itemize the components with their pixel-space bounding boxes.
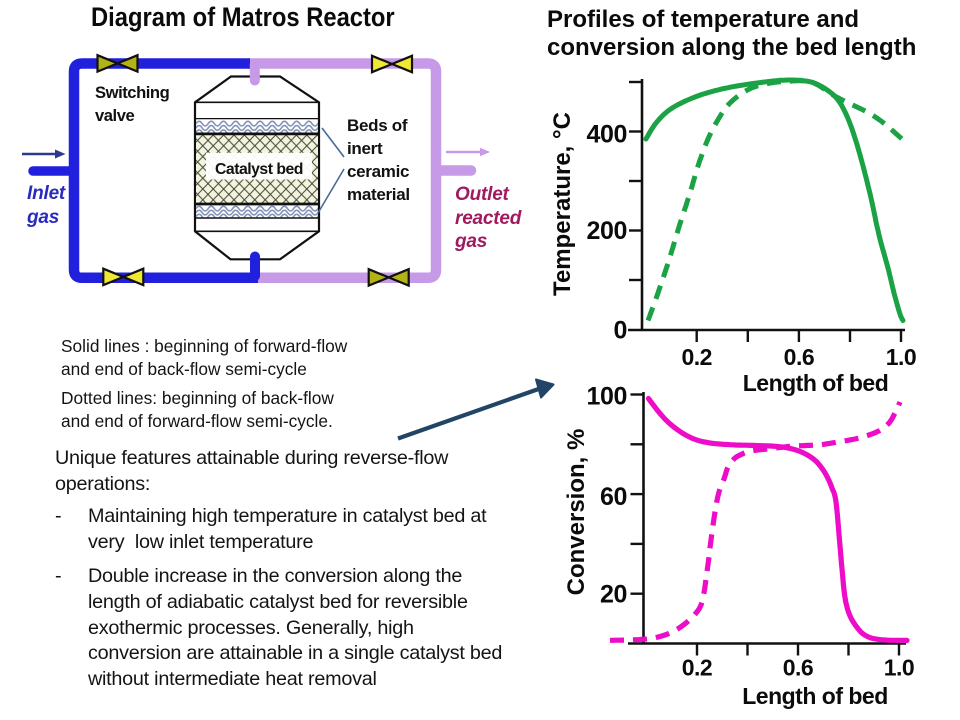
- svg-text:0: 0: [613, 317, 627, 345]
- svg-text:1.0: 1.0: [886, 344, 916, 370]
- svg-text:60: 60: [600, 483, 627, 511]
- svg-text:200: 200: [586, 217, 627, 245]
- svg-text:Length of bed: Length of bed: [742, 683, 888, 709]
- svg-text:0.6: 0.6: [783, 655, 813, 681]
- svg-text:0.2: 0.2: [682, 655, 712, 681]
- svg-text:Length of bed: Length of bed: [743, 370, 889, 396]
- svg-text:20: 20: [600, 581, 627, 609]
- svg-text:0.2: 0.2: [681, 344, 711, 370]
- svg-text:0.6: 0.6: [784, 344, 814, 370]
- svg-text:100: 100: [586, 382, 627, 410]
- svg-text:Temperature, °C: Temperature, °C: [549, 112, 576, 296]
- svg-text:1.0: 1.0: [884, 655, 914, 681]
- svg-text:Conversion, %: Conversion, %: [563, 429, 590, 596]
- svg-text:400: 400: [586, 121, 627, 149]
